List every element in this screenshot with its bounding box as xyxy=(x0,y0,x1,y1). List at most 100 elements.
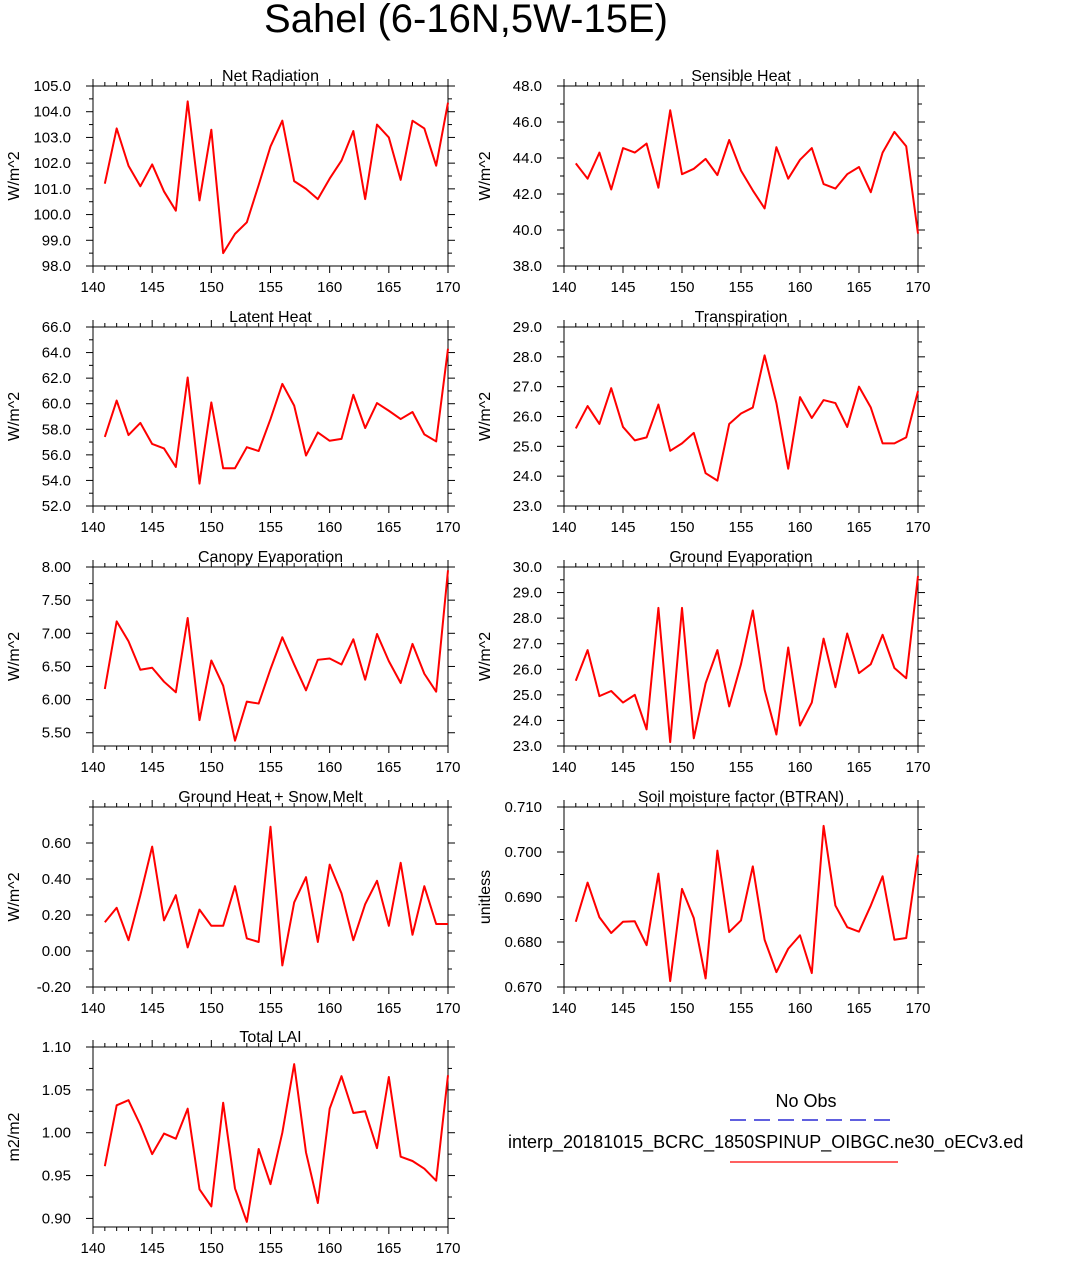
y-tick-label: 23.0 xyxy=(513,738,542,755)
x-tick-label: 140 xyxy=(80,1000,105,1017)
x-tick-label: 155 xyxy=(258,1000,283,1017)
series-line xyxy=(103,1063,449,1223)
series-line xyxy=(574,824,919,983)
y-tick-label: 30.0 xyxy=(513,559,542,576)
x-tick-label: 160 xyxy=(317,759,342,776)
y-tick-label: 100.0 xyxy=(33,207,71,224)
y-tick-label: 98.0 xyxy=(42,258,71,275)
series-line xyxy=(103,570,449,742)
legend-obs-label: No Obs xyxy=(775,1091,836,1111)
y-tick-label: 99.0 xyxy=(42,232,71,249)
x-tick-label: 145 xyxy=(140,519,165,536)
y-tick-label: 28.0 xyxy=(513,610,542,627)
y-tick-label: 60.0 xyxy=(42,396,71,413)
x-tick-label: 145 xyxy=(140,1240,165,1257)
plot-frame xyxy=(563,806,919,988)
x-tick-label: 160 xyxy=(317,519,342,536)
x-tick-label: 165 xyxy=(376,1000,401,1017)
y-tick-label: 0.670 xyxy=(504,979,542,996)
y-tick-label: 0.95 xyxy=(42,1168,71,1185)
series-line xyxy=(103,348,449,485)
x-tick-label: 165 xyxy=(376,759,401,776)
x-tick-label: 170 xyxy=(905,279,930,296)
y-axis-label: W/m^2 xyxy=(6,872,23,921)
y-tick-label: 0.680 xyxy=(504,934,542,951)
y-tick-label: 66.0 xyxy=(42,319,71,336)
x-tick-label: 170 xyxy=(435,279,460,296)
x-tick-label: 155 xyxy=(728,1000,753,1017)
chart-panel: Ground Evaporation W/m^2 140 145 150 155 160 16… xyxy=(477,549,931,776)
x-tick-label: 170 xyxy=(905,1000,930,1017)
x-tick-label: 140 xyxy=(80,279,105,296)
series-line xyxy=(103,100,449,255)
y-tick-label: 0.700 xyxy=(504,844,542,861)
x-tick-label: 160 xyxy=(317,1240,342,1257)
x-tick-label: 150 xyxy=(199,1000,224,1017)
y-tick-label: 8.00 xyxy=(42,559,71,576)
y-tick-label: -0.20 xyxy=(37,979,71,996)
chart-panel: Sensible Heat W/m^2 140 145 150 155 160 165 170 3… xyxy=(477,68,931,296)
y-tick-label: 104.0 xyxy=(33,104,71,121)
y-tick-label: 1.00 xyxy=(42,1125,71,1142)
x-tick-label: 145 xyxy=(610,759,635,776)
y-tick-label: 105.0 xyxy=(33,78,71,95)
series-line xyxy=(575,109,919,234)
x-tick-label: 160 xyxy=(317,1000,342,1017)
x-tick-label: 155 xyxy=(258,519,283,536)
x-tick-label: 170 xyxy=(905,519,930,536)
y-tick-label: 24.0 xyxy=(513,468,542,485)
y-tick-label: 0.690 xyxy=(504,889,542,906)
x-tick-label: 165 xyxy=(846,519,871,536)
chart-panel: Soil moisture factor (BTRAN) unitless 140 1… xyxy=(477,789,931,1017)
y-tick-label: 54.0 xyxy=(42,472,71,489)
y-tick-label: 0.90 xyxy=(42,1210,71,1227)
x-tick-label: 140 xyxy=(80,519,105,536)
y-tick-label: 46.0 xyxy=(513,114,542,131)
x-tick-label: 150 xyxy=(669,279,694,296)
x-tick-label: 150 xyxy=(199,279,224,296)
x-tick-label: 155 xyxy=(728,519,753,536)
plot-frame xyxy=(563,566,919,747)
x-tick-label: 160 xyxy=(787,519,812,536)
y-axis-label: W/m^2 xyxy=(6,151,23,200)
x-tick-label: 150 xyxy=(669,759,694,776)
x-tick-label: 150 xyxy=(199,759,224,776)
y-tick-label: 1.10 xyxy=(42,1039,71,1056)
y-tick-label: 27.0 xyxy=(513,379,542,396)
y-tick-label: 38.0 xyxy=(513,258,542,275)
x-tick-label: 160 xyxy=(787,1000,812,1017)
panel-title: Sensible Heat xyxy=(691,68,791,85)
plot-frame xyxy=(563,85,919,267)
chart-panel: Total LAI m2/m2 140 145 150 155 160 165 170 0.90 0… xyxy=(6,1029,461,1257)
y-tick-label: 101.0 xyxy=(33,181,71,198)
x-tick-label: 155 xyxy=(258,1240,283,1257)
x-tick-label: 165 xyxy=(376,279,401,296)
x-tick-label: 140 xyxy=(551,279,576,296)
y-tick-label: 26.0 xyxy=(513,409,542,426)
x-tick-label: 150 xyxy=(669,1000,694,1017)
x-tick-label: 140 xyxy=(80,759,105,776)
chart-panel: Canopy Evaporation W/m^2 140 145 150 155 160 16… xyxy=(6,549,461,776)
x-tick-label: 165 xyxy=(846,1000,871,1017)
y-axis-label: W/m^2 xyxy=(477,632,494,681)
panel-title: Total LAI xyxy=(239,1029,301,1046)
x-tick-label: 155 xyxy=(258,279,283,296)
x-tick-label: 155 xyxy=(728,279,753,296)
y-tick-label: 103.0 xyxy=(33,129,71,146)
y-tick-label: 102.0 xyxy=(33,155,71,172)
chart-panel: Latent Heat W/m^2 140 145 150 155 160 165 170 52.… xyxy=(6,309,461,536)
y-tick-label: 6.50 xyxy=(42,658,71,675)
y-axis-label: W/m^2 xyxy=(477,392,494,441)
chart-panel: Transpiration W/m^2 140 145 150 155 160 165 170 2… xyxy=(477,309,931,536)
y-tick-label: 42.0 xyxy=(513,186,542,203)
y-axis-label: W/m^2 xyxy=(477,151,494,200)
x-tick-label: 160 xyxy=(787,279,812,296)
y-tick-label: 29.0 xyxy=(513,585,542,602)
x-tick-label: 165 xyxy=(846,759,871,776)
y-axis-label: W/m^2 xyxy=(6,632,23,681)
y-tick-label: 27.0 xyxy=(513,636,542,653)
panel-title: Canopy Evaporation xyxy=(198,549,343,566)
x-tick-label: 145 xyxy=(610,519,635,536)
x-tick-label: 170 xyxy=(435,1000,460,1017)
